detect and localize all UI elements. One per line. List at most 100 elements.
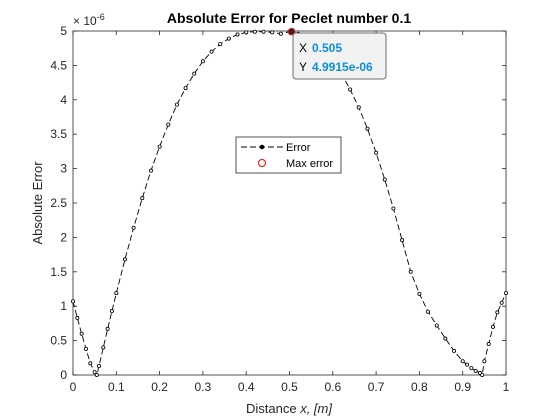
error-point [83, 346, 88, 351]
y-tick-label: 5 [60, 24, 67, 38]
axes-box [72, 30, 507, 376]
y-tick-label: 0.5 [50, 334, 67, 348]
error-point [374, 150, 379, 155]
error-point [209, 49, 214, 54]
legend-error-marker [259, 144, 265, 150]
x-axis-label-var: x, [m] [299, 401, 332, 416]
x-tick-label: 0.1 [108, 380, 125, 394]
error-point [200, 59, 205, 64]
error-point [88, 361, 93, 366]
error-point [244, 30, 249, 35]
y-tick-label: 2.5 [50, 196, 67, 210]
error-point [109, 309, 114, 314]
error-point [491, 324, 496, 329]
y-tick-label: 4 [60, 93, 67, 107]
max-error-marker[interactable] [287, 27, 296, 36]
x-axis-label: Distance x, [m] [246, 401, 332, 416]
y-tick-label: 1 [60, 299, 67, 313]
x-tick-label: 1 [503, 380, 510, 394]
y-axis-label: Absolute Error [30, 161, 45, 245]
error-point [382, 177, 387, 182]
error-point [192, 71, 197, 76]
error-point [114, 291, 119, 296]
error-point [140, 196, 145, 201]
error-point [261, 29, 266, 34]
x-tick-label: 0.2 [151, 380, 168, 394]
error-point [400, 238, 405, 243]
legend-box [235, 136, 342, 174]
error-point [365, 126, 370, 131]
x-tick-label: 0.4 [238, 380, 255, 394]
chart-title: Absolute Error for Peclet number 0.1 [167, 10, 411, 26]
error-point [452, 348, 457, 353]
error-point [408, 269, 413, 274]
y-tick-label: 0 [60, 368, 67, 382]
x-tick-label: 0.3 [195, 380, 212, 394]
error-point [486, 342, 491, 347]
error-point [148, 168, 153, 173]
y-tick-label: 1.5 [50, 265, 67, 279]
x-tick-label: 0 [70, 380, 77, 394]
error-point [166, 122, 171, 127]
datatip-y-value: 4.9915e-06 [312, 60, 373, 74]
legend-max-marker [258, 159, 266, 167]
error-point [460, 359, 465, 364]
y-tick-label: 3.5 [50, 127, 67, 141]
error-point [443, 336, 448, 341]
error-point [174, 102, 179, 107]
error-point [499, 300, 504, 305]
x-tick-label: 0.5 [281, 380, 298, 394]
error-point [252, 29, 257, 34]
error-point [473, 368, 478, 373]
datatip-x-value: 0.505 [312, 41, 342, 55]
error-point [75, 315, 80, 320]
error-point [480, 372, 485, 377]
legend: Error Max error [235, 136, 342, 174]
error-point [79, 331, 84, 336]
y-tick-label: 2 [60, 230, 67, 244]
error-point [71, 299, 76, 304]
error-point [270, 30, 275, 35]
error-point [391, 206, 396, 211]
y-exponent-base: × 10 [73, 14, 97, 28]
error-point [482, 359, 487, 364]
error-point [503, 291, 508, 296]
datatip-y-key: Y [299, 60, 307, 74]
error-point [94, 372, 99, 377]
error-point [96, 364, 101, 369]
x-tick-label: 0.7 [368, 380, 385, 394]
y-tick-label: 4.5 [50, 58, 67, 72]
error-point [356, 105, 361, 110]
y-exponent-label: × 10-6 [73, 12, 105, 28]
error-point [469, 366, 474, 371]
error-point [105, 326, 110, 331]
x-tick-label: 0.9 [454, 380, 471, 394]
error-point [131, 225, 136, 230]
x-tick-label: 0.6 [324, 380, 341, 394]
error-point [101, 345, 106, 350]
error-point [92, 370, 97, 375]
datatip[interactable]: X 0.505 Y 4.9915e-06 [292, 32, 387, 80]
error-point [348, 87, 353, 92]
error-point [218, 42, 223, 47]
y-tick-label: 3 [60, 162, 67, 176]
legend-max-label: Max error [286, 158, 333, 170]
error-point [122, 257, 127, 262]
legend-error-label: Error [286, 142, 311, 154]
x-tick-label: 0.8 [411, 380, 428, 394]
error-point [235, 32, 240, 37]
error-point [157, 144, 162, 149]
error-point [495, 310, 500, 315]
error-point [434, 323, 439, 328]
datatip-box [292, 32, 387, 80]
error-point [278, 31, 283, 36]
error-point [183, 86, 188, 91]
error-point [465, 362, 470, 367]
error-point [426, 309, 431, 314]
x-axis-label-prefix: Distance [246, 401, 300, 416]
error-point [417, 291, 422, 296]
y-exponent-power: -6 [97, 12, 105, 22]
axis-ticks: 0 0.1 0.2 0.3 0.4 0.5 0.6 0.7 0.8 0.9 1 0 0.5 1 1.5 2 2.… [50, 24, 509, 394]
error-point [226, 36, 231, 41]
